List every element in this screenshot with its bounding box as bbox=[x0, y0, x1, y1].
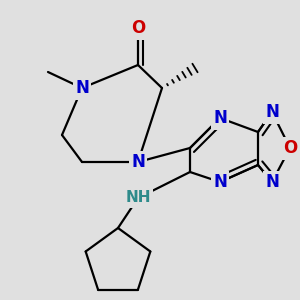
Text: N: N bbox=[213, 109, 227, 127]
Text: N: N bbox=[265, 103, 279, 121]
Text: O: O bbox=[283, 139, 297, 157]
Text: N: N bbox=[265, 173, 279, 191]
Text: NH: NH bbox=[125, 190, 151, 206]
Text: O: O bbox=[131, 19, 145, 37]
Text: N: N bbox=[213, 173, 227, 191]
Text: N: N bbox=[75, 79, 89, 97]
Text: N: N bbox=[131, 153, 145, 171]
